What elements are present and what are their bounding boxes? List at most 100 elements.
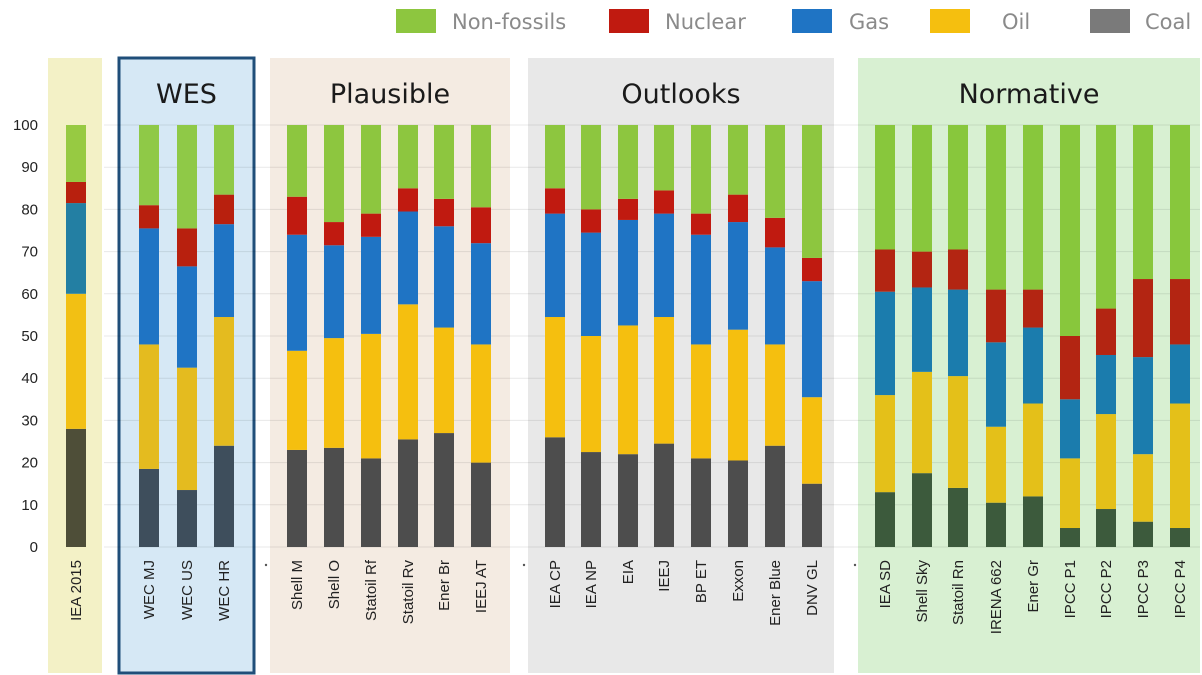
bar-segment-coal — [912, 473, 932, 547]
bar-segment-coal — [1133, 521, 1153, 547]
bar-segment-coal — [948, 487, 968, 547]
bar-segment-coal — [728, 460, 748, 547]
bar-segment-non-fossils — [802, 125, 822, 258]
x-axis-labels: IEA 2015 WEC MJ WEC US WEC HR Shell M Shell O… — [68, 559, 1189, 634]
bar-segment-gas — [912, 287, 932, 372]
legend-swatch-nuclear — [609, 9, 649, 33]
x-tick-label: DNV GL — [804, 560, 821, 616]
bar-segment-nuclear — [618, 198, 638, 220]
bar-segment-oil — [1023, 403, 1043, 497]
bar-segment-coal — [1096, 509, 1116, 547]
bar-segment-oil — [912, 371, 932, 474]
bar-segment-nuclear — [398, 188, 418, 212]
bar-segment-non-fossils — [765, 125, 785, 218]
bar-segment-gas — [1060, 399, 1080, 459]
x-tick-label: BP ET — [693, 560, 710, 603]
x-tick-label: WEC HR — [216, 560, 233, 621]
bar-segment-non-fossils — [324, 125, 344, 223]
bar-segment-nuclear — [1023, 289, 1043, 328]
bar-segment-oil — [545, 317, 565, 438]
bar-segment-oil — [765, 344, 785, 446]
bar-segment-gas — [581, 232, 601, 336]
gridlines — [104, 124, 1200, 548]
bar-segment-oil — [287, 350, 307, 450]
bar-segment-gas — [765, 247, 785, 345]
bar-segment-non-fossils — [691, 125, 711, 214]
bar-segment-non-fossils — [545, 125, 565, 189]
y-tick-label: 10 — [21, 497, 38, 514]
bar-segment-non-fossils — [728, 125, 748, 195]
legend: Non-fossils Nuclear Gas Oil Coal — [396, 9, 1191, 34]
bar-segment-non-fossils — [287, 125, 307, 197]
x-tick-label: WEC US — [179, 560, 196, 620]
y-tick-label: 40 — [21, 370, 38, 387]
bars — [66, 125, 1190, 547]
bar-segment-coal — [1170, 528, 1190, 547]
panel-plausible — [270, 58, 510, 673]
bar-segment-nuclear — [139, 205, 159, 229]
bar-segment-oil — [324, 338, 344, 448]
x-tick-label: Ener Br — [436, 560, 453, 611]
bar-segment-oil — [1133, 454, 1153, 522]
bar-segment-gas — [654, 213, 674, 318]
bar-segment-non-fossils — [361, 125, 381, 214]
x-tick-label: Ener Gr — [1025, 560, 1042, 613]
legend-swatch-oil — [930, 9, 970, 33]
legend-label-oil: Oil — [1002, 10, 1030, 34]
legend-label-non-fossils: Non-fossils — [452, 10, 566, 34]
bar-segment-gas — [875, 291, 895, 396]
bar-segment-nuclear — [471, 207, 491, 244]
bar-segment-coal — [1060, 528, 1080, 547]
bar-segment-oil — [139, 344, 159, 469]
legend-swatch-gas — [792, 9, 832, 33]
bar-segment-nuclear — [1133, 279, 1153, 358]
x-tick-label: IEA NP — [583, 560, 600, 608]
legend-swatch-non-fossils — [396, 9, 436, 33]
group-title-normative: Normative — [959, 79, 1100, 110]
bar-segment-gas — [1023, 327, 1043, 404]
x-tick-label: Shell Sky — [914, 560, 931, 623]
bar-segment-non-fossils — [177, 125, 197, 229]
bar-segment-nuclear — [214, 194, 234, 225]
group-title-wes: WES — [156, 79, 217, 110]
x-tick-label: IEA CP — [547, 560, 564, 608]
y-tick-label: 30 — [21, 412, 38, 429]
x-tick-label: IEEJ AT — [473, 560, 490, 613]
bar-segment-non-fossils — [214, 125, 234, 195]
bar-segment-nuclear — [875, 249, 895, 292]
bar-segment-non-fossils — [875, 125, 895, 250]
bar-segment-non-fossils — [654, 125, 674, 191]
legend-label-coal: Coal — [1145, 10, 1191, 34]
y-tick-label: 70 — [21, 244, 38, 261]
bar-segment-coal — [691, 458, 711, 547]
bar-segment-nuclear — [1060, 336, 1080, 400]
bar-segment-nuclear — [912, 251, 932, 288]
x-tick-label: Statoil Rv — [400, 560, 417, 625]
legend-swatch-coal — [1090, 9, 1130, 33]
bar-segment-nuclear — [654, 190, 674, 214]
x-tick-label: Exxon — [730, 560, 747, 602]
bar-segment-gas — [471, 243, 491, 345]
x-tick-label: IRENA 662 — [988, 560, 1005, 634]
bar-segment-non-fossils — [1170, 125, 1190, 280]
x-tick-label: IEEJ — [656, 560, 673, 592]
bar-segment-coal — [802, 483, 822, 547]
bar-segment-nuclear — [361, 213, 381, 237]
bar-segment-coal — [214, 445, 234, 547]
bar-segment-oil — [581, 336, 601, 453]
x-tick-label: IEA 2015 — [68, 560, 85, 621]
bar-segment-gas — [214, 224, 234, 318]
legend-label-gas: Gas — [849, 10, 889, 34]
separator-dot — [264, 563, 268, 567]
bar-segment-non-fossils — [618, 125, 638, 199]
bar-segment-gas — [1133, 357, 1153, 455]
bar-segment-gas — [1170, 344, 1190, 404]
bar-segment-oil — [214, 317, 234, 446]
bar-segment-nuclear — [986, 289, 1006, 343]
x-tick-label: IPCC P4 — [1172, 560, 1189, 618]
bar-segment-gas — [66, 203, 86, 294]
bar-segment-nuclear — [1096, 308, 1116, 355]
separator-dot — [853, 563, 857, 567]
bar-segment-nuclear — [581, 209, 601, 233]
